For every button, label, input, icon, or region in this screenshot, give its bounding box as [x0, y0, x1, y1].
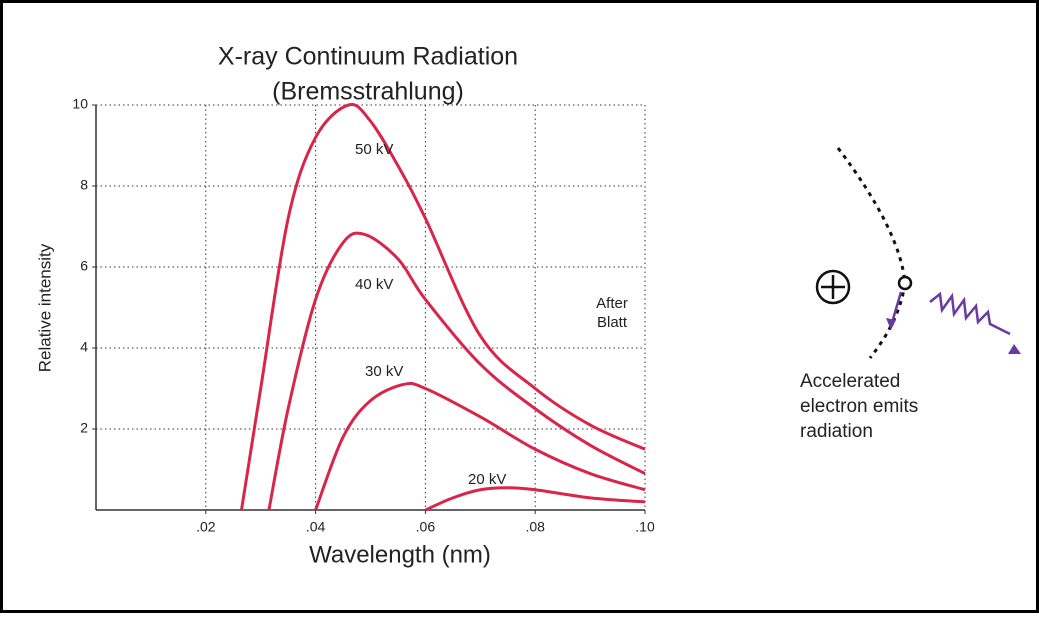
electron [897, 275, 913, 291]
y-tick-label: 2 [80, 420, 88, 436]
diagram-caption: Accelerated [800, 371, 900, 392]
series-label: 30 kV [365, 363, 403, 380]
y-tick-label: 8 [80, 177, 88, 193]
chart-subtitle: (Bremsstrahlung) [272, 78, 464, 106]
series-label: 50 kV [355, 141, 393, 158]
annotation: After [596, 295, 628, 312]
series-line [424, 486, 646, 512]
arrow-head [886, 318, 896, 330]
arrow-head [1008, 344, 1021, 354]
series-line [314, 381, 646, 511]
y-tick-label: 6 [80, 258, 88, 274]
diagram-caption: electron emits [800, 396, 918, 417]
x-tick-label: .06 [416, 519, 436, 535]
series-line [267, 231, 646, 511]
x-axis-label: Wavelength (nm) [309, 541, 491, 568]
series-line [240, 103, 646, 511]
diagram-caption: radiation [800, 421, 873, 442]
x-tick-label: .04 [306, 519, 326, 535]
photon-wave [929, 291, 1011, 336]
x-tick-label: .02 [196, 519, 216, 535]
x-tick-label: .08 [525, 519, 545, 535]
plus-sign [821, 275, 845, 299]
series-label: 20 kV [468, 471, 506, 488]
x-tick-label: .10 [635, 519, 655, 535]
chart-title: X-ray Continuum Radiation [218, 43, 518, 71]
annotation: Blatt [597, 314, 628, 331]
y-tick-label: 4 [80, 339, 88, 355]
series-label: 40 kV [355, 276, 393, 293]
y-axis-label: Relative intensity [35, 243, 54, 372]
y-tick-label: 10 [72, 96, 88, 112]
